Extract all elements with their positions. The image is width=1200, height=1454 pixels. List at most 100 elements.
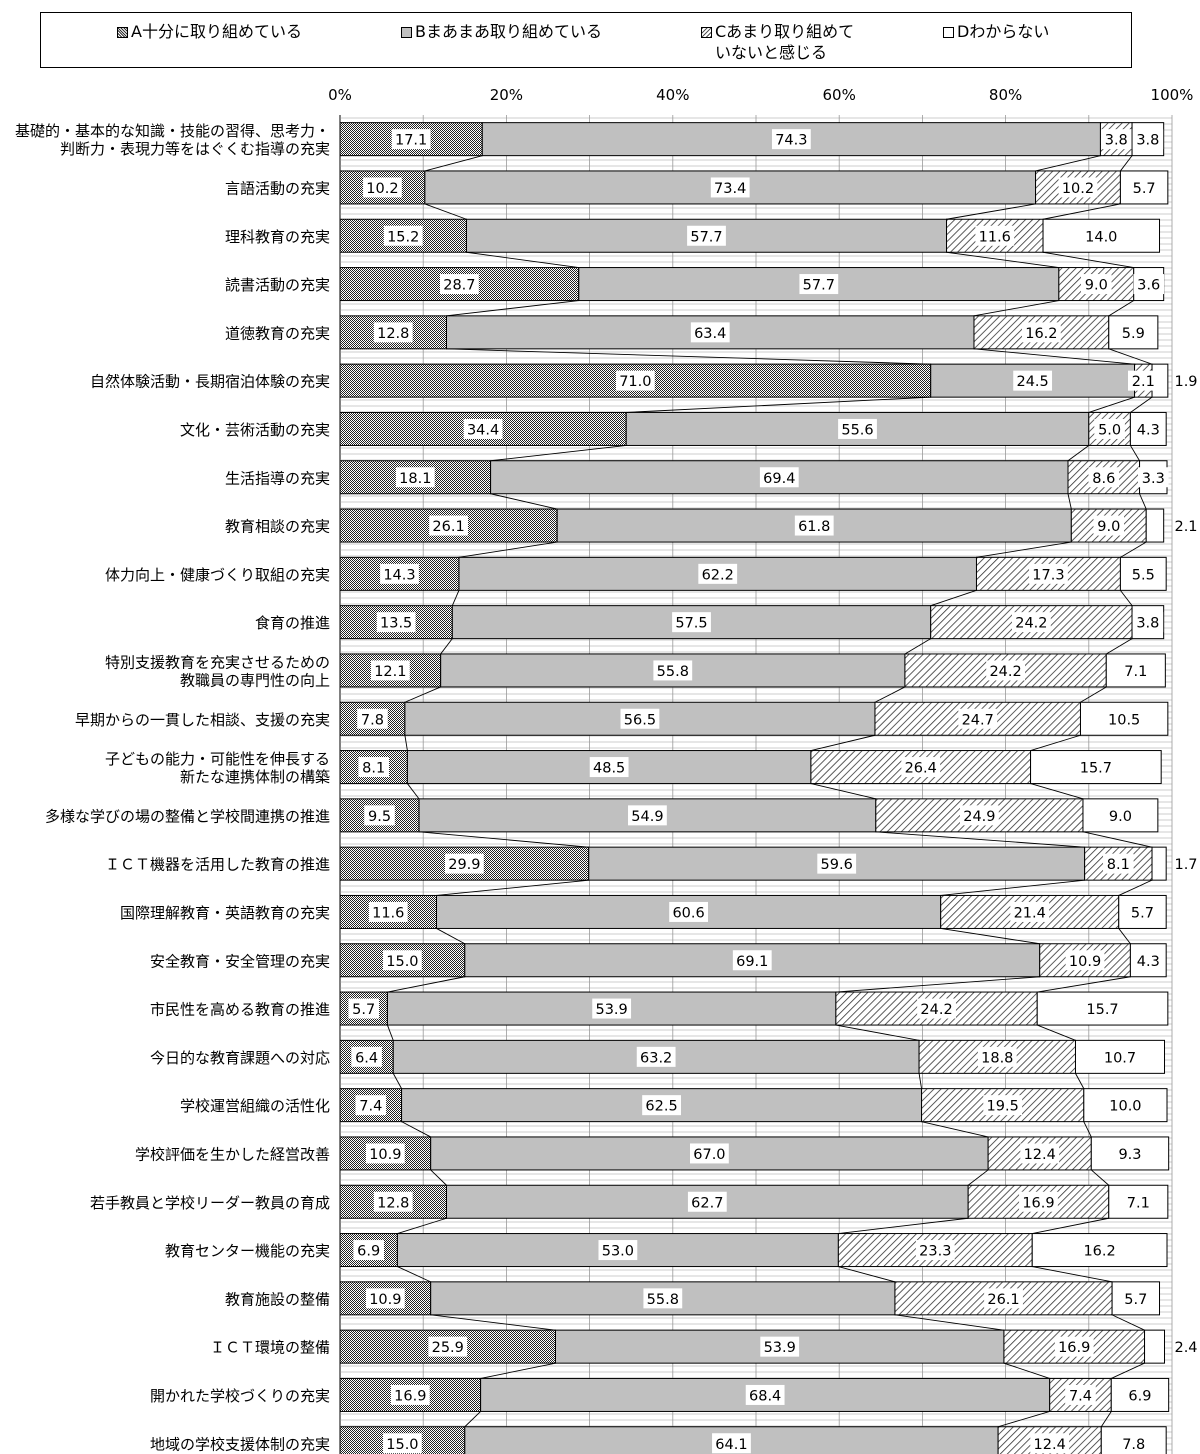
value-label-bg: [958, 708, 998, 729]
series-line: [973, 348, 1135, 365]
series-line: [1120, 155, 1133, 172]
legend-label-d: Dわからない: [957, 22, 1050, 41]
value-label: 68.4: [749, 1388, 781, 1404]
value-label: 62.2: [702, 567, 734, 583]
value-label-bg: [358, 757, 389, 778]
value-label: 12.1: [374, 664, 406, 680]
series-line: [1082, 831, 1153, 848]
value-label: 21.4: [1014, 905, 1046, 921]
series-line: [1030, 783, 1084, 800]
value-label: 60.6: [672, 905, 704, 921]
legend-item-d: Dわからない: [943, 21, 1049, 42]
bar-segment-c: [975, 556, 1121, 591]
series-line: [1080, 686, 1107, 703]
series-line: [430, 1169, 447, 1186]
series-line: [946, 251, 1059, 268]
value-label-bg: [1083, 998, 1122, 1019]
series-line: [810, 734, 876, 751]
value-label: 24.2: [920, 1002, 952, 1018]
value-label-bg: [977, 1046, 1017, 1067]
value-label-bg: [1100, 129, 1132, 150]
series-line: [1003, 1362, 1050, 1379]
series-line: [810, 783, 876, 800]
value-label: 14.3: [383, 567, 415, 583]
category-label: 言語活動の充実: [225, 179, 330, 197]
value-label-bg: [1127, 563, 1159, 584]
value-label-bg: [368, 901, 408, 922]
value-label: 5.7: [352, 1002, 375, 1018]
legend-swatch-c: [701, 27, 712, 38]
value-label-bg: [636, 1046, 676, 1067]
value-label-bg: [589, 757, 629, 778]
value-label-bg: [365, 1288, 405, 1309]
value-label: 62.5: [645, 1099, 677, 1115]
value-label: 12.4: [1034, 1437, 1066, 1453]
value-label-bg: [1065, 1384, 1096, 1405]
series-line: [626, 396, 931, 413]
value-label-bg: [1120, 1288, 1152, 1309]
value-label: 5.7: [1131, 905, 1154, 921]
value-label: 12.8: [377, 326, 409, 342]
value-label-bg: [395, 467, 435, 488]
value-label: 53.9: [764, 1340, 796, 1356]
value-label: 7.4: [1069, 1388, 1092, 1404]
value-label: 16.2: [1083, 1244, 1115, 1260]
series-line: [397, 1217, 447, 1234]
value-label-bg: [373, 322, 413, 343]
value-label-bg: [698, 563, 738, 584]
bar-segment-c: [1039, 943, 1131, 978]
value-label-bg: [390, 1384, 430, 1405]
value-label-bg: [1076, 757, 1116, 778]
category-label: 教育施設の整備: [225, 1290, 330, 1308]
series-line: [404, 735, 408, 751]
value-label-bg: [1137, 467, 1169, 488]
value-label: 2.1: [1174, 519, 1197, 535]
series-line: [976, 541, 1072, 558]
series-line: [918, 1073, 923, 1089]
value-label: 57.5: [675, 616, 707, 632]
series-line: [404, 686, 441, 703]
value-label: 53.0: [602, 1244, 634, 1260]
value-label: 5.9: [1122, 326, 1145, 342]
value-label: 57.7: [803, 278, 835, 294]
value-label: 11.6: [979, 229, 1011, 245]
series-line: [1042, 251, 1134, 268]
value-label: 10.2: [1062, 181, 1094, 197]
value-label: 9.3: [1118, 1147, 1141, 1163]
bar-segment-b: [556, 508, 1072, 543]
legend-swatch-d: [943, 27, 954, 38]
value-label-bg: [1132, 612, 1164, 633]
series-line: [490, 445, 627, 462]
value-label-bg: [1114, 1143, 1146, 1164]
value-label: 12.8: [377, 1195, 409, 1211]
value-label-bg: [690, 322, 730, 343]
value-label: 2.4: [1174, 1340, 1197, 1356]
legend-item-b: Bまあまあ取り組めている: [401, 21, 602, 42]
value-label: 10.9: [369, 1292, 401, 1308]
value-label: 10.7: [1104, 1050, 1136, 1066]
value-label: 4.3: [1137, 422, 1160, 438]
category-label: 理科教育の充実: [225, 228, 330, 246]
series-line: [930, 589, 977, 607]
value-label-bg: [745, 1384, 785, 1405]
value-label-bg: [351, 1046, 382, 1067]
value-label: 9.0: [1085, 278, 1108, 294]
series-line: [397, 1266, 431, 1283]
bar-segment-d: [1144, 1329, 1166, 1364]
value-label-bg: [794, 515, 834, 536]
value-label: 2.1: [1132, 374, 1155, 390]
x-tick-label: 20%: [490, 86, 523, 104]
value-label-bg: [1104, 708, 1144, 729]
value-label: 69.1: [736, 954, 768, 970]
series-line: [407, 783, 420, 800]
value-label-bg: [1124, 1384, 1156, 1405]
x-tick-label: 60%: [823, 86, 856, 104]
x-tick-label: 100%: [1151, 86, 1194, 104]
value-label-bg: [1094, 418, 1125, 439]
value-label-bg: [1128, 177, 1160, 198]
series-line: [387, 1024, 394, 1041]
value-label-bg: [1120, 660, 1152, 681]
series-line: [1035, 155, 1101, 172]
series-line: [835, 976, 1040, 993]
series-line: [835, 1024, 920, 1041]
